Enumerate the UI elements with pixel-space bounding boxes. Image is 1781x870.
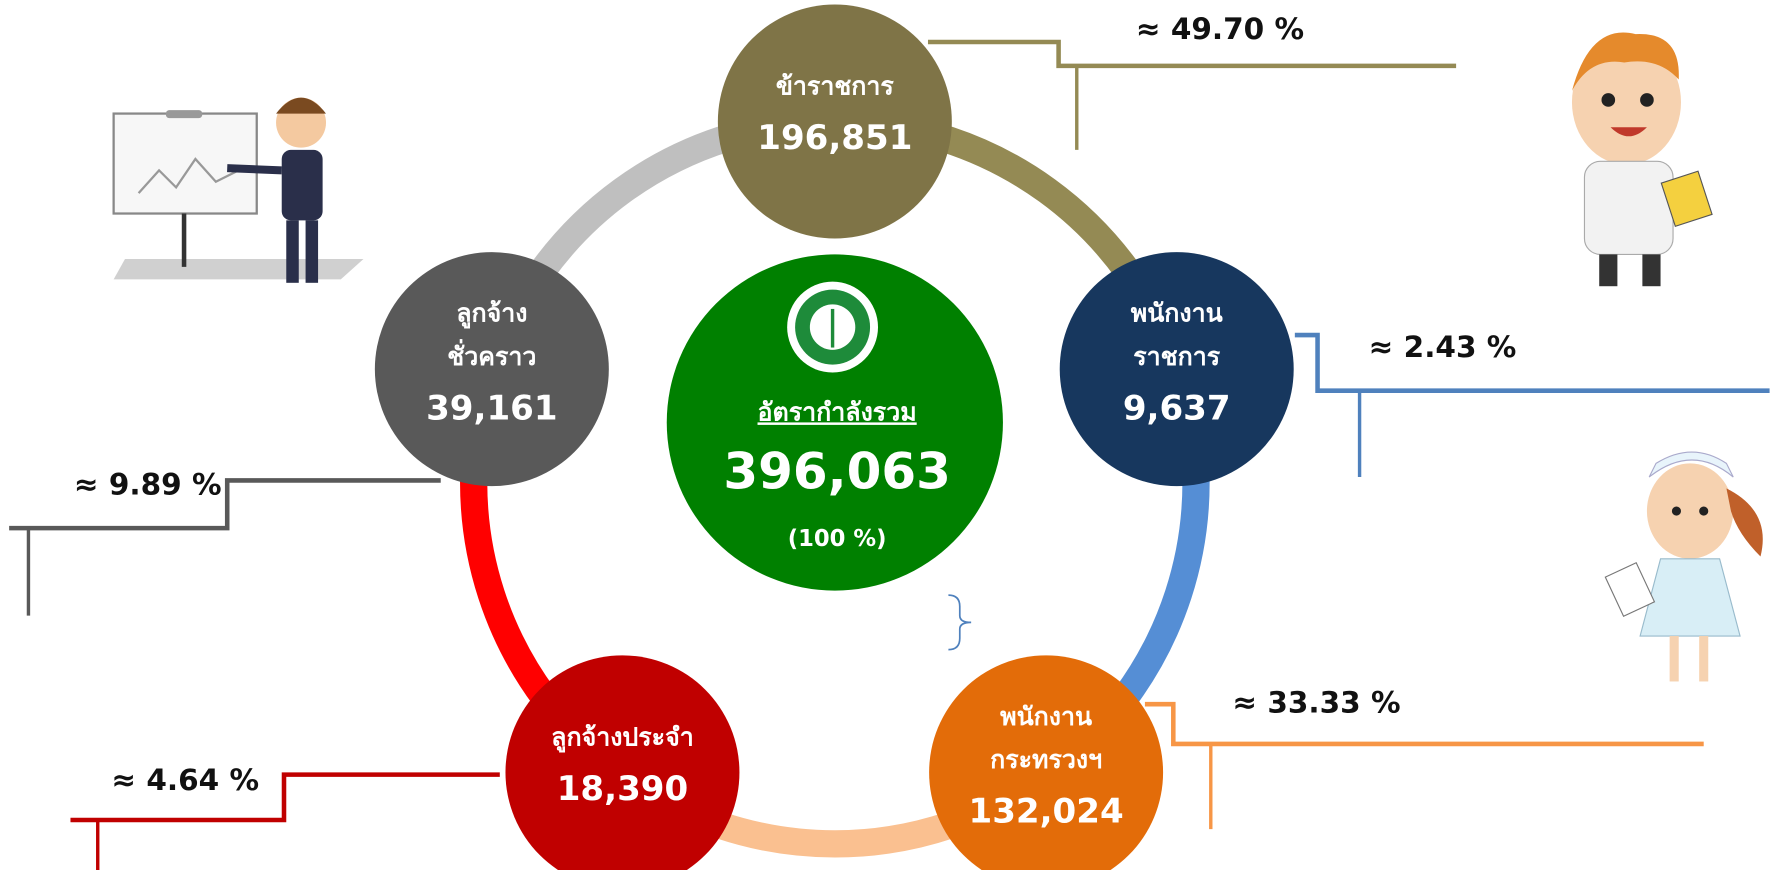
center-title: อัตรากำลังรวม xyxy=(758,397,917,426)
callout-line xyxy=(1145,704,1704,744)
nurse-illustration xyxy=(1605,452,1762,681)
percent-label: ≈ 2.43 % xyxy=(1369,330,1517,364)
doctor-illustration xyxy=(1572,32,1712,286)
node-label: ลูกจ้างประจำ xyxy=(551,722,694,753)
percent-label: ≈ 49.70 % xyxy=(1136,12,1304,46)
node-label: พนักงาน xyxy=(1000,702,1092,731)
node-value: 196,851 xyxy=(757,118,912,158)
node: ข้าราชการ 196,851 xyxy=(718,5,952,239)
percent-label: ≈ 4.64 % xyxy=(111,763,259,797)
brace xyxy=(948,595,971,650)
node-value: 39,161 xyxy=(426,389,557,429)
node-label: ราชการ xyxy=(1133,342,1221,371)
percent-label: ≈ 9.89 % xyxy=(74,468,222,502)
page: {"center": {"title": "อัตรากำลังรวม", "t… xyxy=(0,0,1781,870)
node-label: ลูกจ้าง xyxy=(456,299,527,330)
percent-label: ≈ 33.33 % xyxy=(1232,686,1400,720)
node-label: พนักงาน xyxy=(1131,299,1223,328)
node-label: ชั่วคราว xyxy=(447,339,536,371)
infographic: ≈ 49.70 % ≈ 2.43 % ≈ 33.33 % ≈ 4.64 % ≈ 9.89… xyxy=(0,0,1781,870)
center-total: 396,063 xyxy=(723,442,951,500)
node-value: 18,390 xyxy=(557,769,688,809)
node-value: 9,637 xyxy=(1123,389,1231,429)
presenter-illustration xyxy=(114,98,364,283)
center-percent: (100 %) xyxy=(788,526,887,552)
node-value: 132,024 xyxy=(969,792,1124,832)
center-node: อัตรากำลังรวม 396,063 (100 %) xyxy=(667,254,1003,590)
node: ลูกจ้างชั่วคราว 39,161 xyxy=(375,252,609,486)
node-label: กระทรวงฯ xyxy=(990,745,1102,774)
callout-line xyxy=(1295,335,1770,391)
node-label: ข้าราชการ xyxy=(776,71,895,100)
